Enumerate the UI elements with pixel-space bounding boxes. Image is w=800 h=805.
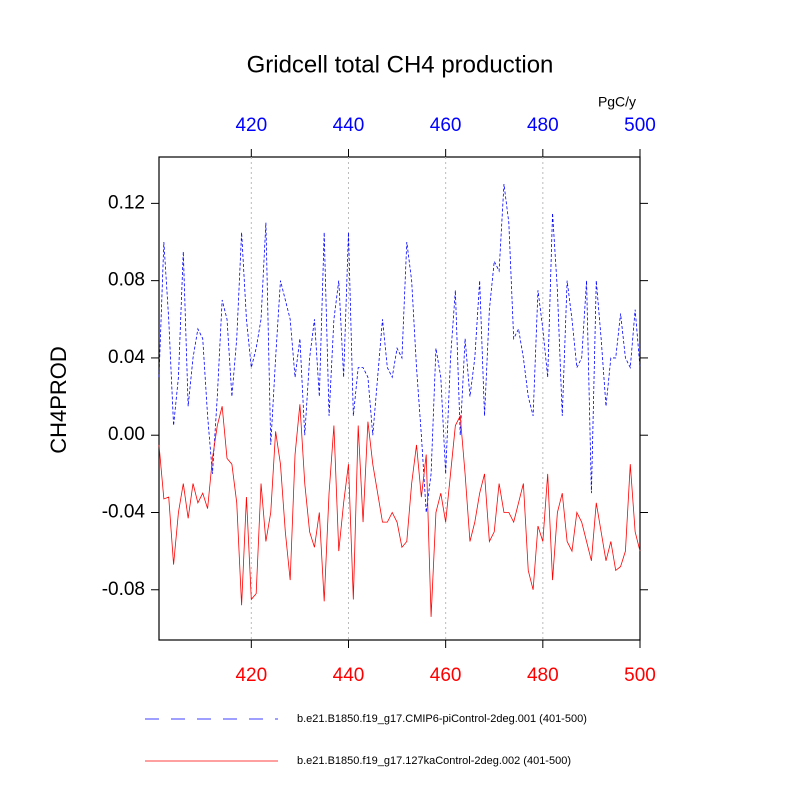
- x-tick-label: 440: [333, 665, 365, 686]
- series-line: [158, 404, 641, 617]
- x-tick-label: 420: [235, 665, 267, 686]
- x-top-tick-label: 420: [235, 115, 267, 136]
- x-top-tick-label: 440: [333, 115, 365, 136]
- units-label: PgC/y: [598, 94, 636, 110]
- y-tick-label: 0.04: [108, 347, 145, 368]
- x-tick-label: 460: [430, 665, 462, 686]
- series-line: [158, 184, 641, 513]
- x-top-tick-label: 500: [624, 115, 656, 136]
- y-axis-label: CH4PROD: [46, 346, 71, 454]
- x-top-tick-label: 480: [527, 115, 559, 136]
- chart-title: Gridcell total CH4 production: [247, 51, 554, 78]
- plot-frame: [158, 156, 641, 641]
- y-tick-label: 0.12: [108, 192, 145, 213]
- x-tick-label: 480: [527, 665, 559, 686]
- y-tick-label: -0.08: [102, 579, 145, 600]
- y-tick-label: 0.08: [108, 270, 145, 291]
- y-tick-label: -0.04: [102, 502, 146, 523]
- y-tick-label: 0.00: [108, 424, 145, 445]
- legend-label: b.e21.B1850.f19_g17.CMIP6-piControl-2deg…: [297, 713, 587, 725]
- x-tick-label: 500: [624, 665, 656, 686]
- legend-label: b.e21.B1850.f19_g17.127kaControl-2deg.00…: [297, 755, 571, 767]
- x-top-tick-label: 460: [430, 115, 462, 136]
